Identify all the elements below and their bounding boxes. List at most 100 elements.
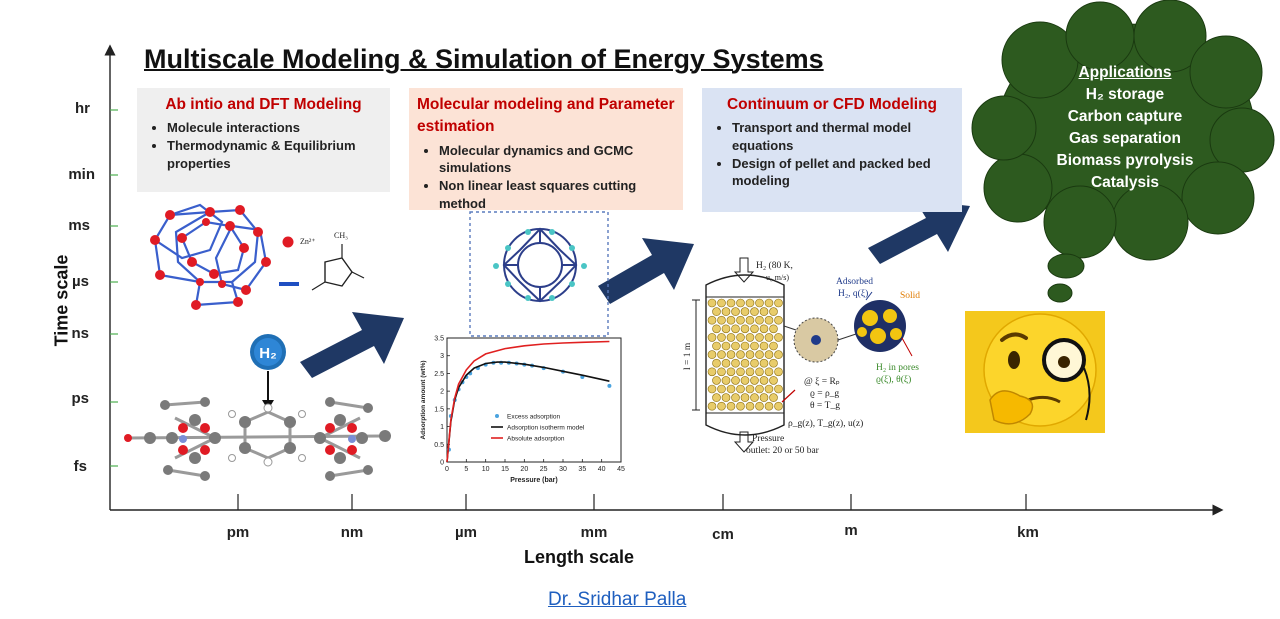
h2-badge-label: H₂ <box>259 345 277 362</box>
legend-label: Absolute adsorption <box>507 436 565 443</box>
reactor-pellet <box>736 367 745 377</box>
applications-cloud <box>971 0 1275 303</box>
reactor-pellet <box>707 367 717 377</box>
reactor-pellet <box>712 341 721 351</box>
chart-x-label: Pressure (bar) <box>510 477 557 484</box>
reactor-pellet <box>736 384 745 394</box>
x-tick-label: µm <box>455 524 477 541</box>
reactor-pellet <box>755 350 764 359</box>
reactor-pellet <box>740 307 750 316</box>
reactor-pellet <box>712 393 721 402</box>
reactor-pellet <box>755 333 764 342</box>
adsorbed-label: Adsorbed <box>836 277 873 287</box>
reactor-pellet <box>745 298 755 308</box>
reactor-pellet <box>745 367 755 377</box>
x-tick-label: cm <box>712 526 734 543</box>
arrow-3 <box>868 200 970 264</box>
reactor-pellet <box>750 358 759 368</box>
x-tick-label: mm <box>580 524 608 541</box>
chart-x-tick-label: 25 <box>540 466 548 473</box>
reactor-pellet <box>726 367 736 377</box>
box-bullet: Non linear least squares cutting method <box>439 177 675 212</box>
reactor-pellet <box>721 324 731 334</box>
reactor-pellet <box>731 324 740 334</box>
reactor-pellet <box>774 350 783 359</box>
chart-y-tick-label: 2 <box>440 389 444 396</box>
box-title: Molecular modeling and Parameter estimat… <box>417 96 675 136</box>
application-item: Carbon capture <box>1067 108 1183 125</box>
reactor-pellet <box>736 298 745 308</box>
reactor-pellet <box>764 298 774 308</box>
framework-atoms <box>493 229 587 301</box>
y-tick-label: µs <box>72 273 89 290</box>
chart-series-line <box>446 340 610 463</box>
bc-3: θ = T_g <box>810 401 840 411</box>
reactor-pellet <box>707 333 717 342</box>
reactor-pellet <box>726 401 736 411</box>
x-tick-marks <box>237 494 1027 510</box>
author-link[interactable]: Dr. Sridhar Palla <box>548 589 687 610</box>
reactor-pellet <box>731 393 740 402</box>
reactor-pellet <box>755 384 764 394</box>
reactor-pellet <box>755 315 764 325</box>
y-tick-marks <box>110 109 118 467</box>
cfd-modeling-box: Continuum or CFD Modeling Transport and … <box>702 88 962 212</box>
chart-x-tick-label: 0 <box>445 466 449 473</box>
applications-heading: Applications <box>1078 64 1172 81</box>
dft-modeling-box: Ab intio and DFT Modeling Molecule inter… <box>137 88 390 192</box>
chart-y-tick-label: 2.5 <box>434 371 444 378</box>
chart-y-tick-label: 3 <box>440 353 444 360</box>
reactor-pellet <box>755 401 764 411</box>
chart-y-tick-label: 1 <box>440 424 444 431</box>
reactor-pellet <box>707 298 717 308</box>
reactor-pellet <box>726 298 736 308</box>
box-bullet: Design of pellet and packed bed modeling <box>732 155 954 190</box>
linker-molecule-icon <box>124 397 391 481</box>
pores-label: H₂ in pores <box>876 363 919 373</box>
arrow-2 <box>598 238 694 304</box>
application-item: Catalysis <box>1090 174 1160 191</box>
chart-x-tick-label: 35 <box>578 466 586 473</box>
legend-label: Excess adsorption <box>507 414 560 421</box>
reactor-pellet <box>731 376 740 385</box>
reactor-pellet <box>764 333 774 342</box>
reactor-pellet <box>726 333 736 342</box>
reactor-pellet <box>769 393 778 402</box>
reactor-pellet <box>745 350 755 359</box>
reactor-pellet <box>774 367 783 377</box>
chart-frame <box>446 337 622 463</box>
reactor-pellet <box>712 324 721 334</box>
chart-x-tick-label: 30 <box>559 466 567 473</box>
box-title: Ab intio and DFT Modeling <box>165 96 362 113</box>
chart-x-tick-label: 5 <box>464 466 468 473</box>
reactor-pellet <box>707 401 717 411</box>
y-tick-label: ms <box>68 217 90 234</box>
reactor-pellet <box>712 358 721 368</box>
reactor-pellet <box>759 324 769 334</box>
reactor-pellet <box>759 376 769 385</box>
box-bullet: Thermodynamic & Equilibrium properties <box>167 137 382 172</box>
application-item: Gas separation <box>1069 130 1181 147</box>
chart-y-label: Adsorption amount (wt%) <box>420 360 427 439</box>
dash-bar <box>279 282 299 286</box>
h2-badge-icon <box>250 334 286 410</box>
reactor-pellet <box>774 401 783 411</box>
adsorbed-q-label: H₂, q(ξ) <box>838 288 868 299</box>
reactor-pellet <box>717 315 726 325</box>
reactor-pellet <box>759 358 769 368</box>
reactor-pellet <box>740 393 750 402</box>
reactor-pellet <box>731 358 740 368</box>
chart-y-tick-label: 3.5 <box>434 336 444 343</box>
reactor-pellet <box>745 401 755 411</box>
cage-molecule-icon <box>150 203 365 310</box>
reactor-pellet <box>769 358 778 368</box>
zn-label: Zn²⁺ <box>300 237 316 246</box>
reactor-pellet <box>721 393 731 402</box>
chart-x-tick-label: 40 <box>598 466 606 473</box>
box-title: Continuum or CFD Modeling <box>726 96 938 113</box>
y-tick-label: ns <box>71 325 89 342</box>
page-title: Multiscale Modeling & Simulation of Ener… <box>144 44 824 74</box>
chart-point <box>607 383 612 388</box>
reactor-pellet <box>707 315 717 325</box>
reactor-pellet <box>755 298 764 308</box>
